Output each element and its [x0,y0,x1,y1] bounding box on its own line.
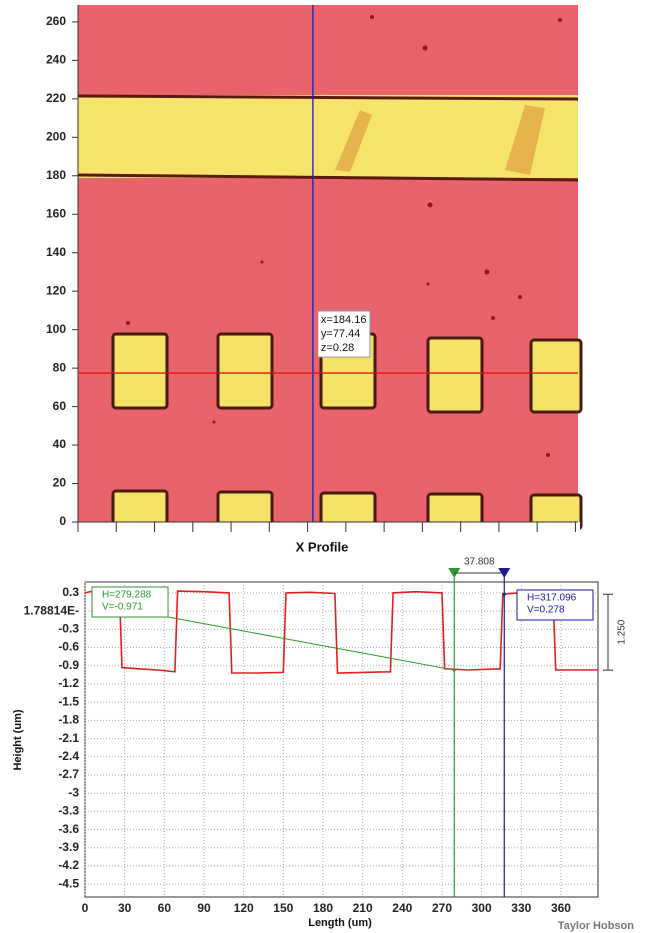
cursor-box [91,586,169,618]
y-tick-label: 60 [53,399,67,413]
leveling-line [167,616,455,671]
y-tick-label: -2.1 [58,731,79,745]
x-tick-label: 0 [82,901,89,915]
y-tick-label: 80 [53,360,67,374]
x-tick-label: 240 [392,901,412,915]
plot-frame [84,581,599,898]
x-tick-label: 180 [313,901,333,915]
x-tick-label: 120 [234,901,254,915]
x-tick-label: 90 [197,901,211,915]
dz-bracket [603,593,613,671]
map-pads [111,332,583,531]
map-background [78,5,578,522]
x-tick-label: 210 [353,901,373,915]
cursor-readout-box [317,310,371,358]
y-tick-label: 180 [46,168,66,182]
map-speckles [126,15,562,457]
dx-label: 37.808 [464,557,495,568]
map-title: X Profile [296,539,349,554]
y-tick-label: -0.9 [58,658,79,672]
y-tick-label: -3.6 [58,822,79,836]
cursor-readout: V=-0.971 [102,602,143,613]
y-tick-label: 20 [53,476,67,490]
y-tick-label: 220 [46,91,66,105]
cursor-readout: V=0.278 [527,605,565,616]
y-tick-label: -2.7 [58,767,79,781]
cursor-readout: y=77.44 [321,328,360,340]
x-tick-label: 150 [273,901,293,915]
cursor-box [516,589,594,621]
x-axis-label: Length (um) [308,917,372,929]
footer: Taylor Hobson [558,920,634,932]
y-tick-label: 140 [46,245,66,259]
x-tick-label: 270 [432,901,452,915]
y-tick-label: 200 [46,129,66,143]
stripe-edge [77,173,579,182]
y-tick-label: 120 [46,283,66,297]
cursor-readout: H=279.288 [102,590,152,601]
stripe-patch [335,105,545,175]
y-tick-label: 240 [46,53,66,67]
dz-label: 1.250 [617,619,628,644]
cursor-readout: z=0.28 [321,342,354,354]
y-tick-label: -3.9 [58,840,79,854]
x-tick-label: 300 [472,901,492,915]
profile-line [84,589,598,674]
y-tick-label: -3.3 [58,804,79,818]
x-tick-label: 330 [511,901,531,915]
y-tick-label: 40 [53,437,67,451]
x-tick-label: 30 [118,901,132,915]
x-tick-label: 360 [551,901,571,915]
map-mask [78,522,580,534]
y-tick-label: -4.5 [58,876,79,890]
y-tick-label: -1.8 [58,713,79,727]
y-tick-label: -0.6 [58,640,79,654]
surface-map [77,5,583,534]
stripe-edge [77,94,579,101]
y-axis-label: Height (um) [12,709,24,770]
cursor-point [502,592,506,596]
cursor-readout: x=184.16 [321,314,367,326]
map-stripe [78,95,578,178]
cursor-readout: H=317.096 [527,593,577,604]
y-tick-label: 260 [46,14,66,28]
y-tick-label: -2.4 [58,749,79,763]
y-tick-label: -3 [68,785,79,799]
x-tick-label: 60 [158,901,172,915]
y-tick-label: -1.2 [58,676,79,690]
y-tick-label: -1.5 [58,694,79,708]
y-tick-label: 1.78814E- [24,603,79,617]
y-tick-label: -4.2 [58,858,79,872]
y-tick-label: 0.3 [62,585,79,599]
y-tick-label: 100 [46,322,66,336]
y-tick-label: -0.3 [58,622,79,636]
y-tick-label: 0 [59,514,66,528]
y-tick-label: 160 [46,206,66,220]
